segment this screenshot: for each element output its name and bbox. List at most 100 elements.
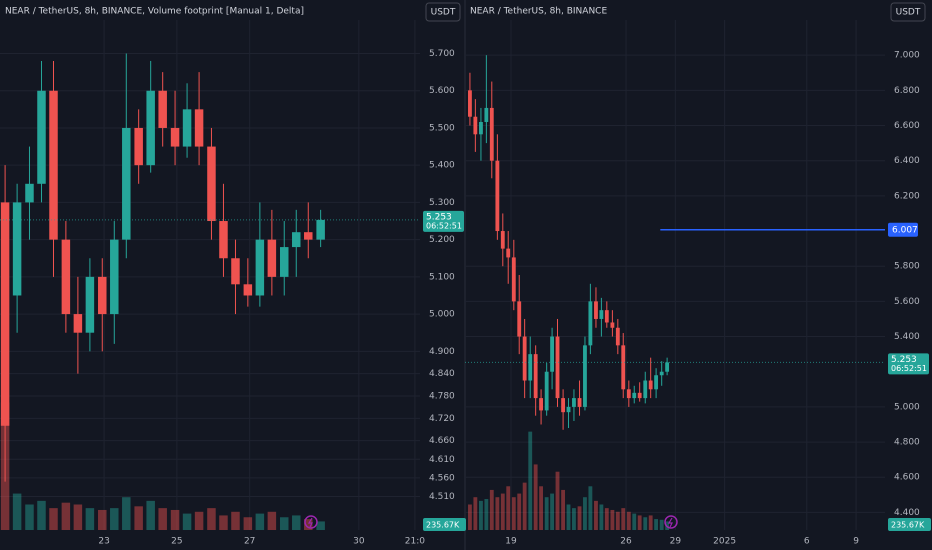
currency-button-label[interactable]: USDT [896,8,921,18]
y-tick-label: 6.200 [894,191,920,201]
volume-bar [566,504,571,530]
candle-body [170,127,180,147]
candle-body [207,146,216,222]
candle-body [473,116,478,135]
candle-body [231,258,240,285]
volume-bar [621,508,626,530]
y-tick-label: 4.840 [429,369,455,379]
volume-bar [61,502,71,530]
currency-button[interactable] [890,2,926,22]
y-tick-label: 5.400 [894,332,920,342]
y-tick-label: 4.510 [429,492,455,502]
volume-bar [648,515,653,530]
candle-body [555,336,560,399]
x-tick-label: 25 [171,537,182,547]
currency-button-label[interactable]: USDT [431,8,456,18]
y-tick-label: 5.400 [429,161,455,171]
candle-body [539,398,543,411]
volume-bar [182,513,192,530]
candle-body [626,389,631,399]
alert-icon-bolt [307,517,313,528]
candle-body [522,336,527,381]
x-tick-label: 26 [620,537,632,547]
volume-bar [468,504,472,530]
candle-body [12,202,22,296]
candle-body [621,345,626,390]
candle-body [654,375,659,390]
candle-body [506,248,511,258]
y-tick-label: 4.400 [894,508,920,518]
x-tick-label: 9 [853,537,859,547]
x-tick-label: 23 [98,537,109,547]
volume-bar [615,511,620,530]
candle-body [615,327,620,346]
y-tick-label: 5.200 [429,235,455,245]
volume-bar [231,511,240,530]
volume-bar [528,431,533,530]
candle-body [267,239,277,277]
volume-label: 235.67K [891,521,925,530]
candle-body [255,239,265,296]
volume-bar [73,504,83,530]
currency-button[interactable] [425,2,461,22]
candle-body [533,354,538,399]
candle-body [594,301,598,319]
candle-body [0,202,10,426]
volume-bar [594,500,598,530]
volume-bar [255,513,265,530]
volume-bar [544,497,549,530]
volume-bar [511,497,516,530]
volume-bar [473,497,478,530]
candle-body [528,354,533,381]
y-tick-label: 6.400 [894,156,920,166]
volume-bar [479,500,483,530]
candle-body [489,107,494,161]
countdown-label: 06:52:51 [891,364,927,373]
y-tick-label: 5.300 [429,198,455,208]
candle-body [511,257,516,302]
x-tick-label: 29 [670,537,682,547]
volume-bar [500,493,505,530]
volume-bar [588,486,593,530]
last-price-label-bg [423,210,464,232]
candle-body [243,284,253,296]
candle-body [484,107,489,122]
volume-bar [292,515,301,530]
y-tick-label: 7.000 [894,51,920,61]
volume-bar [517,493,522,530]
alert-icon [304,515,318,529]
volume-bar [85,508,95,530]
volume-bar [522,482,527,530]
y-tick-label: 5.500 [429,123,455,133]
volume-bar [533,464,538,530]
candle-body [648,380,653,390]
volume-bar [577,506,582,530]
volume-bar [280,517,289,530]
y-tick-label: 4.800 [894,438,920,448]
y-tick-label: 5.000 [894,402,920,412]
candle-body [632,392,637,399]
volume-bar [572,508,576,530]
y-tick-label: 4.560 [429,473,455,483]
candle-body [500,231,505,249]
candle-body [73,314,83,333]
volume-bar [98,509,107,530]
candle-body [637,392,642,399]
candle-body [577,398,582,407]
candle-body [479,122,483,135]
volume-bar [484,499,489,530]
candle-body [604,310,609,323]
chart-title: NEAR / TetherUS, 8h, BINANCE [470,7,607,17]
candle-body [280,247,289,277]
y-tick-label: 5.700 [429,49,455,59]
candle-body [158,90,167,128]
y-tick-label: 5.600 [429,86,455,96]
y-tick-label: 6.800 [894,86,920,96]
candle-body [25,183,34,203]
volume-bar [604,508,609,530]
candle-body [182,109,192,147]
candle-body [561,398,566,413]
x-tick-label: 21:0 [405,537,425,547]
countdown-label: 06:52:51 [426,221,462,230]
last-price-label: 5.253 [891,355,917,365]
